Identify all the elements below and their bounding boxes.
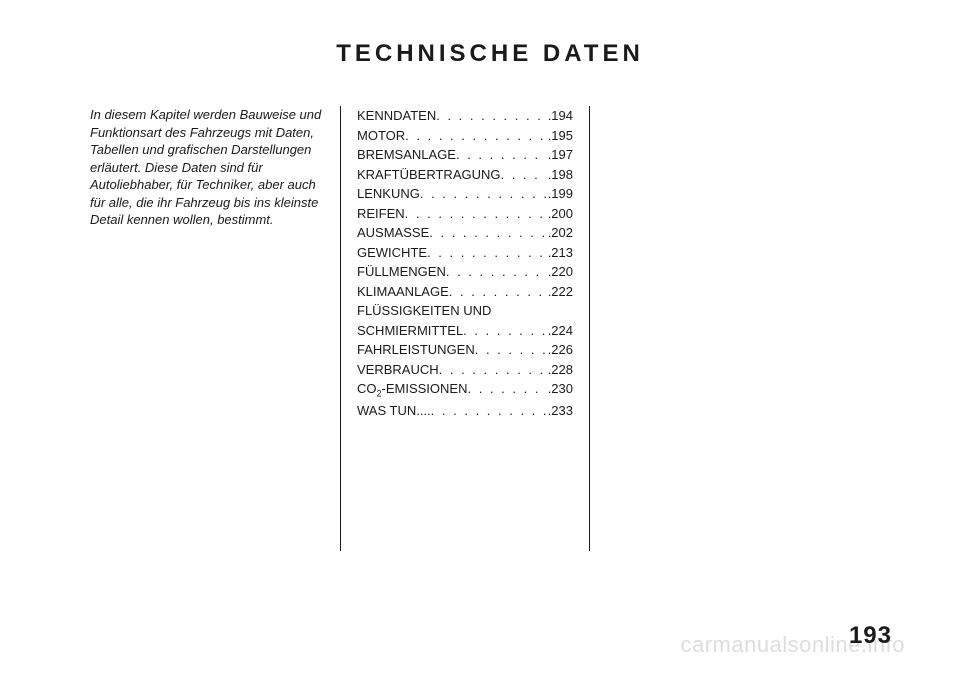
toc-page: .233 xyxy=(546,401,573,421)
toc-label: SCHMIERMITTEL xyxy=(357,321,463,341)
toc-page: .222 xyxy=(546,282,573,302)
toc-entry: VERBRAUCH .228 xyxy=(357,360,573,380)
toc-dots xyxy=(431,401,546,421)
page-number: 193 xyxy=(849,622,892,650)
toc-entry: KLIMAANLAGE .222 xyxy=(357,282,573,302)
toc-page: .195 xyxy=(546,126,573,146)
toc-label: WAS TUN.... xyxy=(357,401,431,421)
toc-entry: FÜLLMENGEN .220 xyxy=(357,262,573,282)
toc-dots xyxy=(449,282,546,302)
toc-label: FÜLLMENGEN xyxy=(357,262,446,282)
subscript: 2 xyxy=(377,389,382,399)
toc-label: FLÜSSIGKEITEN UND xyxy=(357,301,491,321)
toc-dots xyxy=(405,204,546,224)
toc-dots xyxy=(463,321,546,341)
toc-label: LENKUNG xyxy=(357,184,420,204)
toc-page: .220 xyxy=(546,262,573,282)
toc-label: KENNDATEN xyxy=(357,106,436,126)
toc-page: .197 xyxy=(546,145,573,165)
toc-entry: MOTOR .195 xyxy=(357,126,573,146)
toc-label: KRAFTÜBERTRAGUNG xyxy=(357,165,501,185)
toc-page: .226 xyxy=(546,340,573,360)
toc-page: .198 xyxy=(546,165,573,185)
toc-dots xyxy=(436,106,545,126)
toc-entry: LENKUNG .199 xyxy=(357,184,573,204)
toc-dots xyxy=(420,184,546,204)
toc-page: .228 xyxy=(546,360,573,380)
intro-text: In diesem Kapitel werden Bauweise und Fu… xyxy=(90,106,322,229)
toc-entry: SCHMIERMITTEL .224 xyxy=(357,321,573,341)
toc-page: .194 xyxy=(546,106,573,126)
toc-entry: FAHRLEISTUNGEN .226 xyxy=(357,340,573,360)
toc-label: REIFEN xyxy=(357,204,405,224)
page-title: TECHNISCHE DATEN xyxy=(90,40,890,68)
toc-dots xyxy=(427,243,546,263)
toc-entry: BREMSANLAGE .197 xyxy=(357,145,573,165)
toc-dots xyxy=(456,145,546,165)
toc-page: .202 xyxy=(546,223,573,243)
toc-entry: WAS TUN.... .233 xyxy=(357,401,573,421)
toc-entry: AUSMASSE .202 xyxy=(357,223,573,243)
toc-dots xyxy=(446,262,546,282)
toc-page: .230 xyxy=(546,379,573,401)
toc-entry: CO2-EMISSIONEN .230 xyxy=(357,379,573,401)
toc-label: MOTOR xyxy=(357,126,405,146)
toc-label: BREMSANLAGE xyxy=(357,145,456,165)
toc-entry: REIFEN .200 xyxy=(357,204,573,224)
toc-dots xyxy=(405,126,546,146)
toc-label: GEWICHTE xyxy=(357,243,427,263)
toc-label: VERBRAUCH xyxy=(357,360,439,380)
toc-dots xyxy=(429,223,545,243)
toc-dots xyxy=(501,165,546,185)
content-columns: In diesem Kapitel werden Bauweise und Fu… xyxy=(90,106,890,551)
toc-label: CO2-EMISSIONEN xyxy=(357,379,467,401)
toc-entry: KENNDATEN .194 xyxy=(357,106,573,126)
toc-page: .224 xyxy=(546,321,573,341)
page: TECHNISCHE DATEN In diesem Kapitel werde… xyxy=(0,0,960,678)
toc-dots xyxy=(475,340,546,360)
toc-label: KLIMAANLAGE xyxy=(357,282,449,302)
toc-entry: GEWICHTE .213 xyxy=(357,243,573,263)
toc-entry: KRAFTÜBERTRAGUNG .198 xyxy=(357,165,573,185)
toc-page: .213 xyxy=(546,243,573,263)
toc-page: .200 xyxy=(546,204,573,224)
toc-label: AUSMASSE xyxy=(357,223,429,243)
toc-column: KENNDATEN.194MOTOR.195BREMSANLAGE.197KRA… xyxy=(340,106,590,551)
toc-label: FAHRLEISTUNGEN xyxy=(357,340,475,360)
toc-page: .199 xyxy=(546,184,573,204)
toc-dots xyxy=(467,379,545,401)
toc-entry: FLÜSSIGKEITEN UND xyxy=(357,301,573,321)
intro-column: In diesem Kapitel werden Bauweise und Fu… xyxy=(90,106,340,551)
toc-dots xyxy=(439,360,546,380)
